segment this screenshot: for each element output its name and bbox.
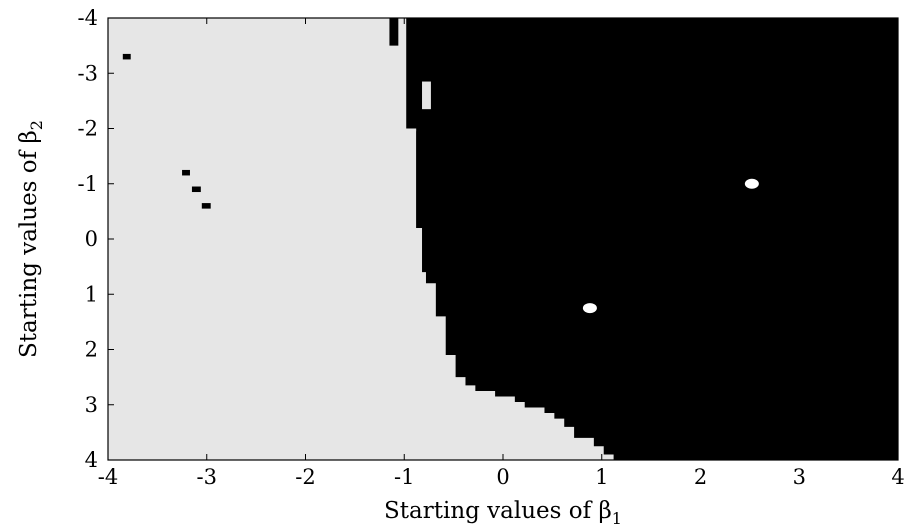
y-tick-label: 1 [85,282,98,306]
x-tick-label: 3 [793,465,806,489]
y-tick-label: -2 [78,117,98,141]
y-tick-label: -1 [78,172,98,196]
region-patch-1 [182,169,190,176]
solution-marker-1 [582,303,597,314]
plot-area [108,18,898,460]
region-b [406,18,898,460]
x-axis-label-subscript: 1 [612,509,622,525]
x-axis-label-text: Starting values of β [384,498,612,524]
x-tick-label: 4 [891,465,904,489]
y-tick-label: -3 [78,61,98,85]
region-patch-5 [422,81,431,110]
region-patch-6 [406,128,417,132]
y-tick-label: 3 [85,393,98,417]
region-patch-3 [201,203,211,209]
x-tick-label: -1 [394,465,414,489]
x-tick-label: 1 [595,465,608,489]
y-axis-label-subscript: 2 [27,120,46,130]
y-tick-label: -4 [78,6,98,30]
region-patch-0 [122,53,131,60]
y-tick-label: 4 [85,448,98,472]
y-axis-label-text: Starting values of β [16,130,42,358]
solution-marker-0 [744,178,759,189]
y-tick-label: 0 [85,227,98,251]
x-tick-label: -2 [295,465,315,489]
x-tick-label: 2 [694,465,707,489]
region-patch-4 [389,18,399,46]
x-tick-label: -3 [197,465,217,489]
x-tick-label: 0 [496,465,509,489]
y-axis: -4 -3 -2 -1 0 1 2 3 4 [78,6,898,472]
x-axis: -4 -3 -2 -1 0 1 2 3 4 [98,18,905,489]
region-patch-2 [191,186,201,193]
y-tick-label: 2 [85,338,98,362]
x-axis-label: Starting values of β1 [384,498,622,525]
y-axis-label: Starting values of β2 [16,120,46,358]
x-tick-label: -4 [98,465,118,489]
